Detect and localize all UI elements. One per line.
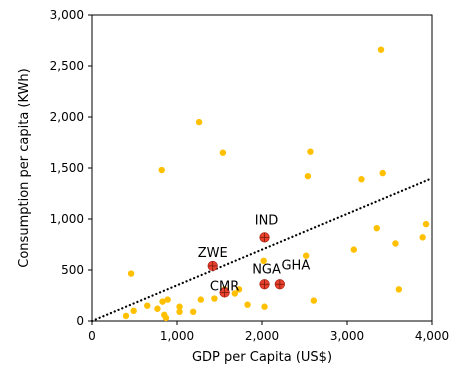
data-point	[219, 149, 227, 156]
highlight-point-gha	[274, 279, 285, 290]
y-axis-title: Consumption per capita (KWh)	[17, 68, 32, 267]
point-annotations: ZWE CMR IND NGA GHA	[198, 213, 311, 294]
x-axis-title: GDP per Capita (US$)	[192, 350, 332, 365]
data-points	[122, 46, 430, 322]
data-point	[195, 118, 203, 126]
highlight-point-cmr	[219, 287, 230, 298]
data-point	[422, 220, 430, 228]
data-point	[122, 312, 130, 320]
data-point	[419, 234, 426, 241]
y-tick-label: 0	[76, 314, 84, 328]
data-point	[358, 176, 365, 183]
data-point	[377, 46, 385, 53]
y-tick-label: 1,500	[50, 161, 84, 175]
highlight-point-zwe	[207, 260, 218, 272]
x-tick-label: 0	[88, 329, 96, 343]
data-point	[154, 305, 161, 312]
data-point	[144, 302, 151, 309]
x-axis-ticks: 0 1,000 2,000 3,000 4,000	[88, 321, 449, 343]
data-point	[235, 286, 243, 293]
y-tick-label: 2,500	[50, 59, 84, 73]
trendline	[90, 177, 434, 323]
highlighted-points	[207, 232, 285, 298]
annotation-zwe: ZWE	[198, 246, 228, 261]
data-point	[395, 286, 403, 293]
data-point	[158, 166, 165, 174]
data-point	[244, 301, 251, 308]
y-tick-label: 1,000	[50, 212, 84, 226]
data-point	[310, 297, 318, 304]
data-point	[261, 303, 268, 310]
annotation-cmr: CMR	[210, 279, 239, 294]
data-point	[127, 270, 135, 277]
trendline-group	[90, 177, 434, 323]
data-point	[307, 148, 314, 155]
data-point	[189, 308, 197, 316]
x-tick-label: 3,000	[330, 329, 364, 343]
annotation-gha: GHA	[281, 258, 310, 273]
data-point	[379, 169, 386, 177]
x-tick-label: 1,000	[160, 329, 194, 343]
data-point	[162, 314, 170, 322]
highlight-point-nga	[259, 279, 270, 290]
data-point	[130, 307, 137, 314]
x-tick-label: 2,000	[245, 329, 279, 343]
y-tick-label: 500	[61, 263, 84, 277]
data-point	[373, 224, 380, 232]
data-point	[350, 246, 357, 253]
data-point	[164, 296, 171, 303]
data-point	[159, 298, 166, 305]
x-tick-label: 4,000	[415, 329, 449, 343]
data-point	[303, 252, 310, 259]
data-point	[176, 303, 183, 310]
data-point	[260, 257, 267, 265]
data-point	[176, 308, 183, 316]
annotation-nga: NGA	[252, 262, 281, 277]
y-axis-ticks: 0 500 1,000 1,500 2,000 2,500 3,000	[50, 8, 92, 328]
y-tick-label: 2,000	[50, 110, 84, 124]
data-point	[304, 172, 312, 180]
annotation-ind: IND	[255, 213, 279, 228]
data-point	[211, 295, 218, 302]
data-point	[197, 296, 204, 303]
highlight-point-ind	[259, 232, 270, 243]
data-point	[231, 290, 238, 297]
data-point	[392, 240, 399, 247]
y-tick-label: 3,000	[50, 8, 84, 22]
